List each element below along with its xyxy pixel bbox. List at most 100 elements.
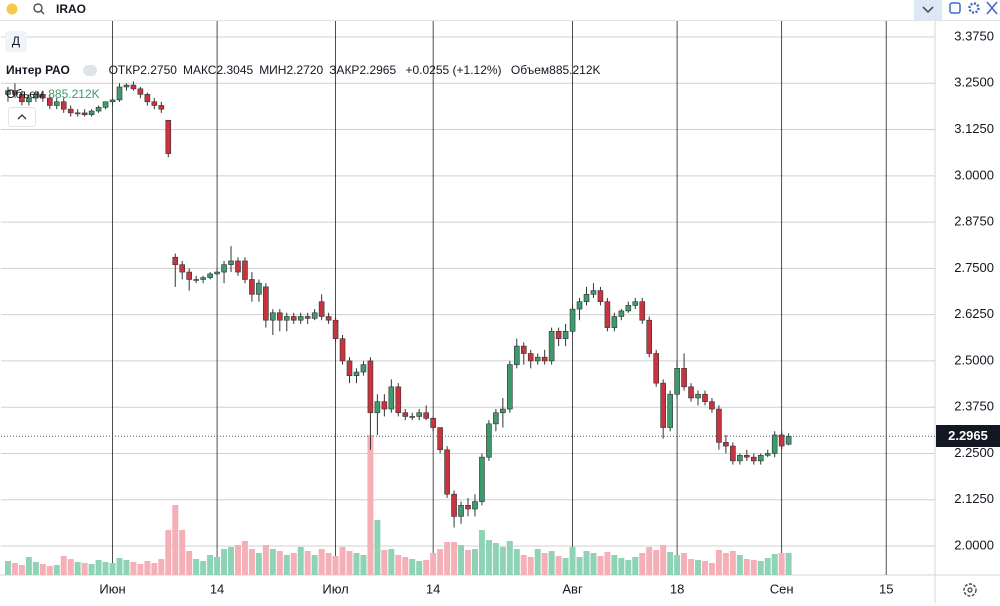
volume-bar	[346, 551, 353, 575]
search-icon[interactable]	[33, 3, 43, 13]
candle-body	[346, 360, 353, 377]
candle-body	[604, 301, 611, 328]
candle-body	[151, 101, 158, 106]
candle-body	[451, 493, 457, 517]
candle-body	[723, 442, 729, 447]
candle-body	[40, 94, 46, 99]
candle-body	[95, 107, 102, 112]
interval-button[interactable]: Д	[5, 31, 27, 52]
candle-body	[116, 86, 123, 101]
candle-body	[81, 112, 88, 116]
candle-body	[507, 364, 513, 410]
volume-bar	[172, 505, 179, 575]
settings-icon[interactable]	[968, 2, 980, 14]
legend-value: 2.2720	[286, 63, 324, 77]
candle-body	[207, 273, 213, 278]
candle-body	[527, 353, 534, 362]
candle-body	[737, 455, 743, 462]
candle-body	[235, 260, 241, 273]
candle-body	[493, 412, 499, 425]
dropdown[interactable]	[914, 0, 942, 20]
candle-body	[5, 90, 11, 95]
volume-bar	[339, 547, 346, 575]
volume-bar	[722, 553, 729, 575]
candle-body	[256, 282, 262, 295]
volume-bar	[116, 558, 123, 575]
volume-bar	[520, 555, 527, 575]
volume-bar	[506, 541, 513, 575]
candle-body	[423, 412, 429, 419]
volume-bar	[646, 547, 653, 575]
hide-button[interactable]	[83, 65, 98, 77]
candle-body	[165, 119, 172, 154]
volume-bar	[269, 549, 276, 575]
candle-body	[660, 382, 666, 428]
volume-bar	[471, 549, 478, 575]
candle-body	[667, 393, 673, 428]
y-tick-label: 2.3750	[954, 399, 994, 414]
y-tick-label: 2.2500	[954, 445, 994, 460]
candle-body	[67, 108, 74, 114]
collapse-icon	[17, 114, 27, 120]
volume-bar	[660, 545, 667, 575]
volume-bar	[576, 557, 583, 575]
volume-bar	[248, 549, 255, 575]
candle-body	[339, 338, 346, 362]
volume-bar	[276, 551, 283, 575]
candle-body	[19, 94, 25, 103]
volume-bar	[165, 530, 172, 575]
volume-value: 885.212K	[48, 87, 100, 101]
candle-body	[695, 393, 701, 399]
y-tick-label: 2.7500	[954, 260, 994, 275]
candle-body	[576, 301, 583, 310]
ohlc-values: ОТКР2.2750 МАКС2.3045 МИН2.2720 ЗАКР2.2965	[109, 63, 403, 77]
volume-bar	[569, 547, 576, 575]
candle-body	[221, 264, 227, 273]
candle-body	[562, 330, 569, 340]
y-tick-label: 3.3750	[954, 28, 994, 43]
legend-value: 2.2965	[359, 63, 397, 77]
volume-bar	[130, 562, 137, 575]
x-tick-label: 14	[210, 581, 224, 596]
candle-body	[632, 301, 639, 306]
candle-body	[778, 434, 785, 447]
candle-body	[479, 456, 485, 502]
candle-body	[200, 277, 206, 280]
volume-bar	[465, 550, 471, 575]
candle-body	[158, 105, 165, 110]
volume-bar	[597, 556, 604, 575]
candle-body	[137, 88, 144, 95]
instrument-name: Интер РАО	[6, 63, 70, 77]
window-icon[interactable]	[949, 2, 961, 14]
volume-bar	[667, 552, 674, 575]
volume-bar	[534, 549, 541, 575]
volume-bar	[123, 560, 130, 575]
volume-bar	[144, 561, 151, 575]
volume-bar	[109, 563, 116, 575]
volume-bar	[513, 549, 520, 575]
candle-body	[332, 319, 339, 340]
candle-body	[60, 101, 67, 110]
candle-body	[214, 271, 220, 275]
volume-bar	[639, 553, 646, 575]
price-axis	[935, 20, 1000, 603]
candle-body	[26, 97, 32, 103]
volume-bar	[590, 553, 597, 575]
volume-bar	[325, 553, 332, 575]
collapse-button[interactable]	[8, 107, 36, 127]
close-icon[interactable]	[986, 1, 998, 15]
volume-bar	[234, 545, 241, 575]
toolbar: IRAO	[0, 0, 1000, 21]
legend: Интер РАО ОТКР2.2750 МАКС2.3045 МИН2.2720 З…	[6, 63, 601, 77]
candle-body	[716, 408, 722, 443]
candle-body	[465, 504, 471, 510]
candle-body	[402, 412, 409, 417]
settings-button[interactable]	[956, 576, 986, 606]
candle-body	[290, 316, 297, 321]
volume-bar	[416, 561, 423, 575]
x-tick-label: Июл	[322, 581, 348, 596]
y-tick-label: 2.1250	[954, 491, 994, 506]
candle-body	[33, 94, 39, 99]
candle-body	[569, 308, 576, 332]
